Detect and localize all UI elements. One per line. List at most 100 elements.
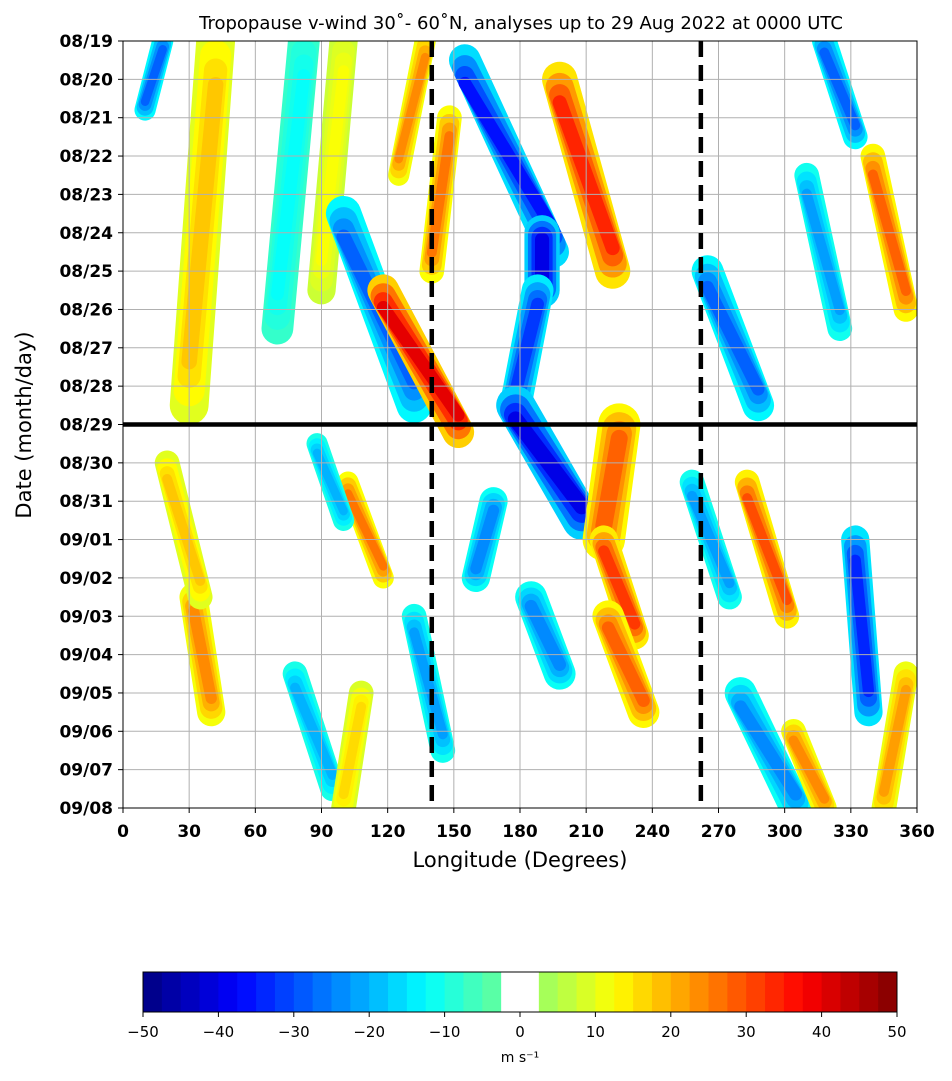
wind-contour-band bbox=[701, 280, 765, 396]
colorbar-segment bbox=[878, 972, 898, 1012]
colorbar-tick-label: −50 bbox=[127, 1023, 159, 1041]
colorbar-segment bbox=[746, 972, 766, 1012]
y-tick-label: 09/07 bbox=[59, 761, 113, 781]
wind-contour-band bbox=[878, 684, 911, 797]
x-tick-label: 150 bbox=[436, 822, 472, 842]
colorbar-segment bbox=[633, 972, 653, 1012]
y-tick-label: 08/23 bbox=[59, 185, 113, 205]
x-tick-label: 240 bbox=[635, 822, 671, 842]
colorbar-segment bbox=[727, 972, 747, 1012]
colorbar-segment bbox=[463, 972, 483, 1012]
colorbar-segment bbox=[501, 972, 521, 1012]
wind-streak bbox=[154, 450, 213, 610]
colorbar-segment bbox=[180, 972, 201, 1012]
colorbar-segment bbox=[689, 972, 709, 1012]
wind-streak bbox=[515, 581, 576, 690]
x-tick-label: 30 bbox=[177, 822, 201, 842]
y-axis-label: Date (month/day) bbox=[12, 331, 36, 518]
colorbar-tick-label: 40 bbox=[812, 1023, 831, 1041]
colorbar-segment bbox=[520, 972, 540, 1012]
y-tick-label: 08/30 bbox=[59, 454, 113, 474]
wind-streak bbox=[367, 274, 475, 449]
wind-streak bbox=[134, 41, 174, 121]
y-tick-label: 08/24 bbox=[59, 224, 113, 244]
wind-contour-band bbox=[801, 188, 845, 316]
colorbar-ticks: −50 −40 −30 −20 −10 0 10 20 30 40 50 bbox=[127, 1012, 907, 1041]
x-tick-label: 0 bbox=[117, 822, 129, 842]
x-axis-ticks: 0 30 60 90 120 150 180 210 240 270 300 330 360 bbox=[117, 808, 935, 842]
wind-contour-band bbox=[271, 69, 311, 301]
colorbar-tick-label: −10 bbox=[429, 1023, 461, 1041]
y-tick-label: 09/01 bbox=[59, 531, 113, 551]
colorbar-segment bbox=[595, 972, 615, 1012]
colorbar-segment bbox=[576, 972, 596, 1012]
wind-streak bbox=[582, 403, 641, 561]
wind-contour-band bbox=[734, 700, 803, 801]
wind-streak bbox=[871, 661, 917, 808]
y-tick-label: 09/04 bbox=[59, 646, 113, 666]
colorbar-segment bbox=[708, 972, 728, 1012]
y-tick-label: 08/28 bbox=[59, 377, 113, 397]
colorbar-segment bbox=[482, 972, 502, 1012]
colorbar-segment bbox=[350, 972, 370, 1012]
colorbar-segment bbox=[388, 972, 408, 1012]
y-tick-label: 08/22 bbox=[59, 147, 113, 167]
wind-contour-band bbox=[595, 429, 628, 535]
x-tick-label: 300 bbox=[767, 822, 803, 842]
x-axis-label: Longitude (Degrees) bbox=[413, 848, 628, 872]
x-tick-label: 270 bbox=[701, 822, 737, 842]
wind-streak bbox=[388, 41, 436, 186]
colorbar-tick-label: −20 bbox=[353, 1023, 385, 1041]
x-tick-label: 60 bbox=[243, 822, 267, 842]
wind-contour-band bbox=[376, 300, 465, 422]
colorbar-segment bbox=[538, 972, 559, 1012]
wind-contour-band bbox=[140, 45, 167, 106]
chart-title: Tropopause v-wind 30˚- 60˚N, analyses up… bbox=[198, 13, 843, 34]
wind-streak bbox=[331, 680, 374, 808]
colorbar-tick-label: 20 bbox=[661, 1023, 680, 1041]
y-tick-label: 08/25 bbox=[59, 262, 113, 282]
reference-lines bbox=[123, 41, 917, 808]
colorbar-segment bbox=[256, 972, 276, 1012]
wind-streak bbox=[691, 255, 775, 422]
wind-streak bbox=[261, 41, 320, 345]
colorbar-label: m s⁻¹ bbox=[501, 1050, 539, 1066]
y-tick-label: 08/26 bbox=[59, 300, 113, 320]
colorbar-segment bbox=[425, 972, 446, 1012]
wind-streak bbox=[794, 162, 853, 341]
wind-contour-band bbox=[742, 493, 792, 606]
wind-contour-band bbox=[338, 701, 367, 800]
colorbar-segment bbox=[312, 972, 332, 1012]
x-tick-label: 210 bbox=[568, 822, 604, 842]
wind-streak bbox=[724, 677, 812, 808]
y-tick-label: 09/02 bbox=[59, 569, 113, 589]
colorbar-segment bbox=[651, 972, 672, 1012]
wind-streak bbox=[307, 41, 358, 305]
colorbar-tick-label: 50 bbox=[887, 1023, 906, 1041]
colorbar-segment bbox=[161, 972, 182, 1012]
x-tick-label: 180 bbox=[502, 822, 538, 842]
colorbar-segment bbox=[274, 972, 295, 1012]
x-tick-label: 360 bbox=[899, 822, 935, 842]
wind-streak bbox=[841, 525, 883, 727]
colorbar-segment bbox=[557, 972, 578, 1012]
y-tick-label: 09/08 bbox=[59, 799, 113, 819]
colorbar-segment bbox=[765, 972, 785, 1012]
colorbar-segment bbox=[237, 972, 257, 1012]
x-tick-label: 330 bbox=[833, 822, 869, 842]
y-tick-label: 09/06 bbox=[59, 722, 113, 742]
colorbar-segment bbox=[614, 972, 634, 1012]
colorbar-segment bbox=[783, 972, 804, 1012]
y-tick-label: 08/20 bbox=[59, 70, 113, 90]
colorbar-segment bbox=[444, 972, 464, 1012]
wind-streak bbox=[589, 525, 649, 650]
wind-streak bbox=[169, 41, 236, 425]
y-axis-ticks: 08/19 08/20 08/21 08/22 08/23 08/24 08/25 08/26… bbox=[59, 32, 123, 819]
colorbar-segment bbox=[369, 972, 389, 1012]
wind-contour-band bbox=[409, 627, 448, 740]
colorbar-tick-label: −30 bbox=[278, 1023, 310, 1041]
wind-contour-band bbox=[394, 52, 430, 164]
y-tick-label: 08/19 bbox=[59, 32, 113, 52]
y-tick-label: 08/31 bbox=[59, 492, 113, 512]
